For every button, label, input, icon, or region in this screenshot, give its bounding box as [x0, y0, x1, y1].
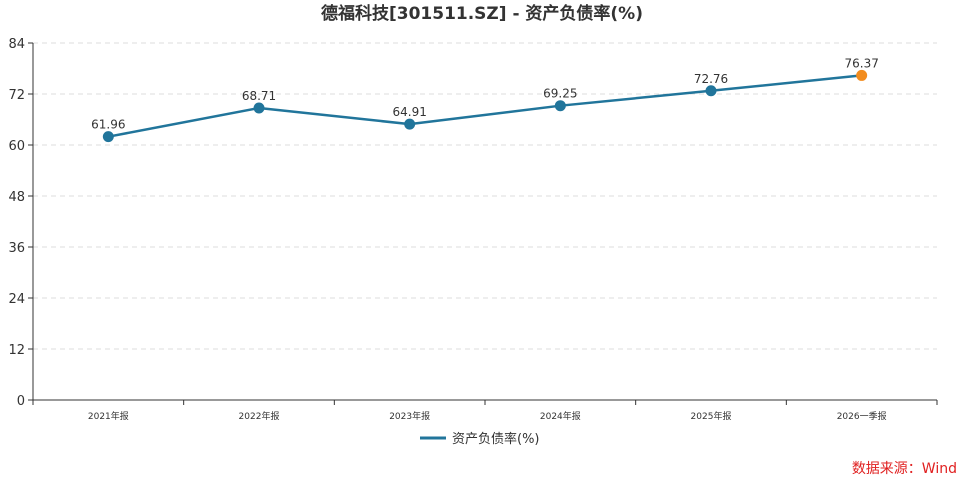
data-points [102, 69, 868, 143]
x-tick-label: 2025年报 [691, 410, 732, 422]
y-tick-label: 24 [8, 292, 25, 307]
x-tick-label: 2021年报 [88, 410, 129, 422]
x-tick-label: 2022年报 [239, 410, 280, 422]
series-line-path [108, 74, 862, 138]
source-label: 数据来源：Wind [852, 461, 957, 477]
grid-lines [33, 42, 937, 350]
axes [28, 42, 938, 405]
data-label: 69.25 [543, 87, 577, 101]
data-point [253, 102, 265, 114]
series-line [108, 74, 862, 138]
data-point [102, 131, 114, 143]
x-tick-label: 2026一季报 [837, 410, 887, 422]
y-tick-label: 84 [8, 37, 25, 52]
y-tick-label: 48 [8, 190, 25, 205]
y-axis-ticks: 0 12 24 36 48 60 72 84 [8, 37, 25, 409]
data-labels: 61.96 68.71 64.91 69.25 72.76 76.37 [91, 56, 879, 131]
y-tick-label: 60 [8, 139, 25, 154]
x-tick-label: 2023年报 [389, 410, 430, 422]
data-label: 72.76 [694, 72, 728, 86]
data-label: 61.96 [91, 118, 125, 132]
legend-label: 资产负债率(%) [452, 431, 540, 447]
data-label: 68.71 [242, 89, 276, 103]
data-point [554, 100, 566, 112]
legend: 资产负债率(%) [420, 431, 540, 447]
data-point [856, 69, 868, 81]
y-tick-label: 0 [17, 394, 25, 409]
y-tick-label: 72 [8, 88, 25, 103]
chart-title: 德福科技[301511.SZ] - 资产负债率(%) [321, 3, 643, 24]
y-tick-label: 12 [8, 343, 25, 358]
data-label: 64.91 [392, 105, 426, 119]
y-tick-label: 36 [8, 241, 25, 256]
x-axis-ticks: 2021年报 2022年报 2023年报 2024年报 2025年报 2026一季报 [88, 410, 887, 422]
data-point [404, 118, 416, 130]
data-label: 76.37 [844, 56, 878, 70]
data-point [705, 85, 717, 97]
x-tick-label: 2024年报 [540, 410, 581, 422]
